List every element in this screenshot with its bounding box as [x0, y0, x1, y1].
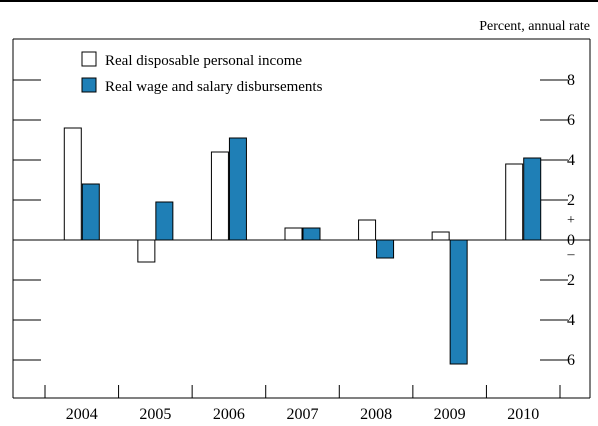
- bar-wage-salary: [81, 183, 100, 241]
- x-axis-labels: 2004 2005 2006 2007 2008 2009 2010: [66, 406, 539, 423]
- x-tick-label: 2005: [139, 406, 171, 423]
- minus-sign: –: [567, 247, 576, 262]
- legend-label-disposable-income: Real disposable personal income: [105, 53, 302, 69]
- bar-disposable-income: [358, 219, 377, 241]
- x-tick-label: 2007: [287, 406, 319, 423]
- unit-label: Percent, annual rate: [479, 19, 590, 34]
- y-tick-label: 2: [567, 272, 575, 289]
- x-tick-label: 2004: [66, 406, 98, 423]
- bar-wage-salary: [449, 239, 468, 365]
- bar-disposable-income: [505, 163, 524, 241]
- y-tick-label: 8: [567, 72, 575, 89]
- y-tick-label: 6: [567, 352, 575, 369]
- y-tick-label: 6: [567, 112, 575, 129]
- plus-sign: +: [567, 213, 575, 228]
- legend: Real disposable personal income Real wag…: [81, 51, 323, 95]
- legend-swatch-wage-salary: [81, 77, 97, 93]
- bar-wage-salary: [228, 137, 247, 241]
- y-axis-labels: 6 4 2 0 2 4 6 8 + –: [567, 72, 576, 369]
- y-tick-label: 4: [567, 312, 575, 329]
- bar-disposable-income: [210, 151, 229, 241]
- legend-swatch-disposable-income: [81, 51, 97, 67]
- bar-wage-salary: [302, 227, 321, 241]
- bar-wage-salary: [376, 239, 395, 259]
- bar-disposable-income: [63, 127, 82, 241]
- bars: [63, 127, 542, 365]
- x-tick-label: 2009: [434, 406, 466, 423]
- bar-disposable-income: [431, 231, 450, 241]
- legend-label-wage-salary: Real wage and salary disbursements: [105, 79, 323, 95]
- y-tick-label: 0: [567, 232, 575, 249]
- x-tick-label: 2006: [213, 406, 245, 423]
- x-tick-label: 2008: [360, 406, 392, 423]
- bar-disposable-income: [137, 239, 156, 263]
- y-tick-label: 2: [567, 192, 575, 209]
- bar-disposable-income: [284, 227, 303, 241]
- x-tick-label: 2010: [507, 406, 539, 423]
- bar-wage-salary: [155, 201, 174, 241]
- y-tick-label: 4: [567, 152, 575, 169]
- bar-wage-salary: [523, 157, 542, 241]
